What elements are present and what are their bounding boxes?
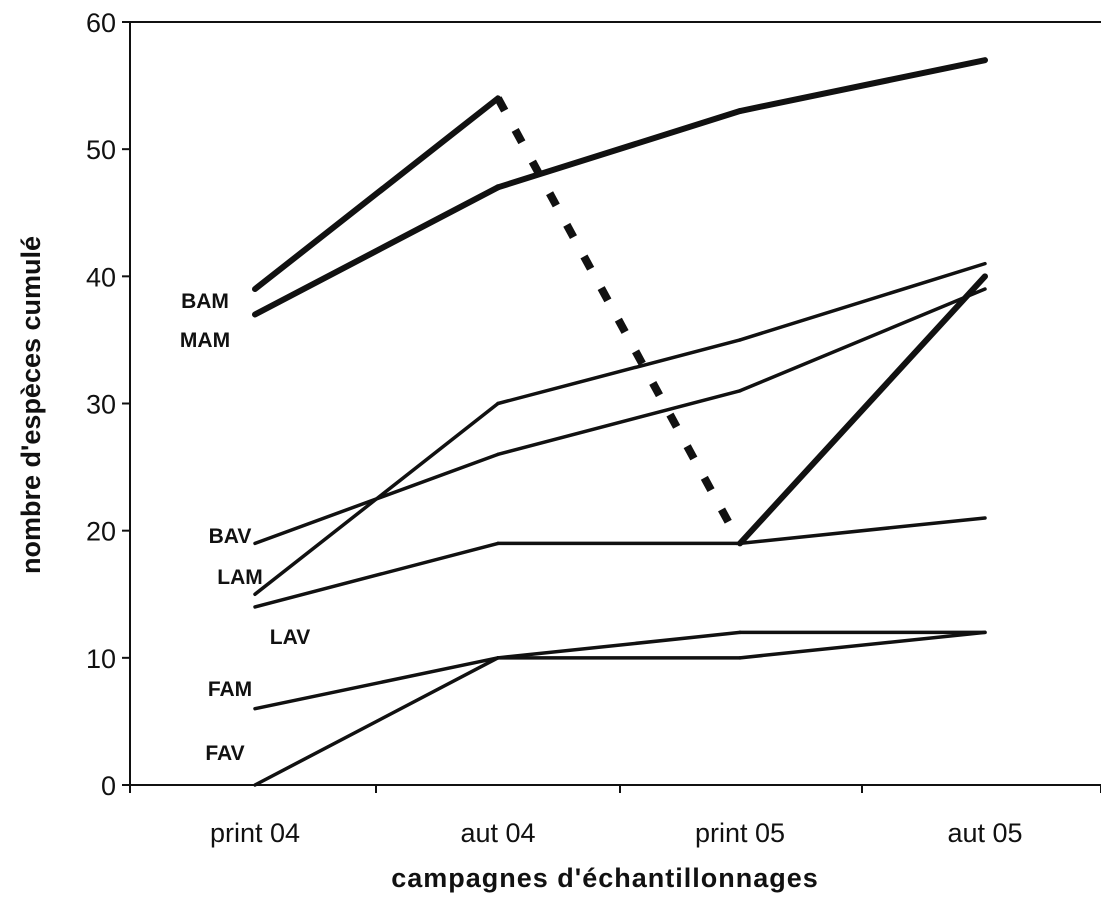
series-line-fam — [253, 656, 500, 711]
series-lines — [252, 57, 988, 787]
y-tick-label: 60 — [86, 8, 116, 38]
series-label-lav: LAV — [270, 626, 310, 649]
series-label-bam: BAM — [181, 290, 229, 313]
series-line-mam — [737, 57, 988, 115]
y-tick-label: 40 — [86, 262, 116, 292]
x-tick-label: print 04 — [210, 818, 300, 848]
series-line-mam — [495, 108, 743, 191]
y-tick-label: 20 — [86, 517, 116, 547]
series-line-fav — [253, 656, 500, 787]
series-line-fav — [496, 630, 742, 660]
series-line-bam — [494, 96, 744, 546]
series-line-bam — [252, 95, 501, 293]
series-label-mam: MAM — [180, 329, 230, 352]
series-label-bav: BAV — [209, 525, 252, 548]
x-tick-label: aut 04 — [460, 818, 535, 848]
series-line-bav — [496, 389, 742, 457]
series-line-fam — [738, 630, 987, 660]
series-line-lav — [738, 516, 987, 546]
y-axis-title: nombre d'espèces cumulé — [16, 236, 46, 574]
series-line-mam — [252, 184, 501, 318]
series-label-fam: FAM — [208, 678, 252, 701]
series-line-bam — [737, 273, 988, 547]
y-tick-label: 50 — [86, 135, 116, 165]
series-labels: BAM MAM BAV LAM LAV FAM FAV — [180, 290, 310, 765]
y-ticks: 0 10 20 30 40 50 60 — [86, 8, 130, 801]
series-line-lam — [253, 401, 500, 596]
y-tick-label: 10 — [86, 644, 116, 674]
axes — [129, 21, 1101, 786]
series-line-lam — [496, 338, 742, 406]
x-tick-label: print 05 — [695, 818, 785, 848]
x-ticks: print 04 aut 04 print 05 aut 05 — [129, 785, 1101, 848]
y-tick-label: 0 — [101, 771, 116, 801]
x-tick-label: aut 05 — [947, 818, 1022, 848]
series-label-fav: FAV — [205, 742, 244, 765]
x-axis-title: campagnes d'échantillonnages — [391, 863, 819, 893]
series-line-lam — [738, 261, 987, 342]
y-tick-label: 30 — [86, 390, 116, 420]
series-line-lav — [253, 541, 500, 609]
series-label-lam: LAM — [217, 566, 263, 589]
series-line-bav — [738, 287, 987, 393]
